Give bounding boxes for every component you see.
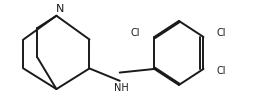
Text: Cl: Cl xyxy=(217,66,226,76)
Text: N: N xyxy=(56,4,64,14)
Text: Cl: Cl xyxy=(130,28,140,38)
Text: NH: NH xyxy=(114,83,128,93)
Text: Cl: Cl xyxy=(217,28,226,38)
